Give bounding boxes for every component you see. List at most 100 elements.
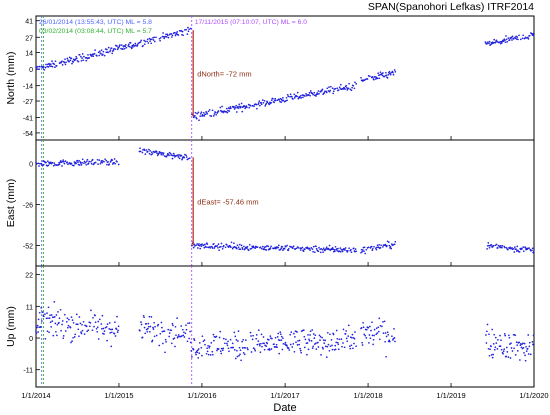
data-point bbox=[88, 160, 91, 163]
data-point bbox=[111, 52, 114, 55]
data-point bbox=[200, 111, 203, 114]
data-point bbox=[315, 245, 317, 248]
data-point bbox=[369, 325, 371, 328]
data-point bbox=[252, 347, 255, 349]
data-point bbox=[78, 316, 81, 318]
data-point bbox=[363, 333, 366, 336]
data-point bbox=[346, 340, 349, 343]
data-point bbox=[368, 342, 370, 344]
data-point bbox=[369, 337, 372, 340]
data-point bbox=[508, 336, 511, 339]
data-point bbox=[227, 340, 229, 343]
data-point bbox=[519, 38, 522, 41]
data-point bbox=[106, 339, 108, 342]
data-point bbox=[263, 342, 265, 345]
data-point bbox=[59, 161, 62, 164]
data-point bbox=[321, 346, 324, 349]
data-point bbox=[277, 332, 280, 335]
data-point bbox=[197, 357, 200, 359]
data-point bbox=[512, 38, 515, 40]
data-point bbox=[104, 158, 106, 161]
data-point bbox=[146, 330, 149, 333]
data-points bbox=[35, 147, 535, 255]
data-point bbox=[299, 249, 302, 251]
data-point bbox=[142, 314, 145, 317]
data-point bbox=[487, 242, 490, 244]
data-point bbox=[344, 333, 347, 335]
data-point bbox=[302, 250, 305, 253]
data-point bbox=[155, 36, 157, 39]
data-point bbox=[326, 345, 329, 348]
data-point bbox=[376, 77, 379, 80]
data-point bbox=[293, 93, 296, 96]
data-point bbox=[389, 73, 392, 76]
data-point bbox=[174, 345, 176, 348]
data-point bbox=[36, 324, 39, 327]
data-point bbox=[112, 49, 115, 51]
data-point bbox=[211, 247, 214, 249]
data-point bbox=[361, 344, 364, 346]
data-point bbox=[265, 345, 268, 347]
data-point bbox=[100, 52, 102, 55]
data-point bbox=[53, 315, 56, 318]
data-point bbox=[141, 336, 144, 339]
data-point bbox=[235, 111, 238, 113]
data-point bbox=[187, 322, 189, 325]
data-point bbox=[366, 78, 369, 80]
data-point bbox=[311, 347, 314, 349]
data-point bbox=[363, 250, 365, 253]
data-point bbox=[97, 163, 99, 165]
data-point bbox=[75, 55, 78, 58]
data-point bbox=[313, 91, 316, 94]
data-point bbox=[35, 161, 37, 163]
data-point bbox=[180, 154, 183, 157]
y-tick-label: 14 bbox=[25, 51, 33, 58]
data-point bbox=[361, 341, 363, 344]
data-point bbox=[193, 339, 196, 341]
data-point bbox=[237, 105, 239, 108]
data-point bbox=[144, 40, 147, 43]
data-point bbox=[494, 346, 497, 349]
data-point bbox=[506, 248, 509, 251]
data-point bbox=[305, 92, 307, 95]
data-point bbox=[516, 245, 519, 248]
data-point bbox=[488, 40, 491, 43]
data-point bbox=[110, 345, 113, 348]
data-point bbox=[334, 348, 337, 351]
data-point bbox=[296, 95, 298, 98]
data-point bbox=[379, 324, 382, 327]
data-point bbox=[69, 326, 72, 329]
data-point bbox=[373, 245, 375, 248]
data-point bbox=[81, 323, 83, 326]
data-point bbox=[235, 247, 238, 250]
data-point bbox=[173, 337, 176, 340]
x-tick-label: 1/1/2014 bbox=[21, 391, 50, 400]
data-point bbox=[260, 333, 263, 336]
data-point bbox=[98, 159, 101, 161]
data-point bbox=[324, 345, 327, 348]
data-point bbox=[208, 109, 211, 111]
data-point bbox=[306, 342, 309, 344]
data-point bbox=[111, 159, 114, 161]
data-point bbox=[309, 94, 311, 97]
data-point bbox=[248, 243, 251, 246]
data-point bbox=[322, 339, 325, 341]
y-tick-label: -54 bbox=[23, 131, 33, 138]
data-point bbox=[312, 245, 315, 248]
data-point bbox=[394, 340, 396, 343]
data-point bbox=[355, 83, 358, 85]
data-point bbox=[146, 38, 149, 41]
data-point bbox=[331, 87, 334, 90]
data-point bbox=[296, 331, 298, 333]
data-point bbox=[519, 344, 522, 347]
data-point bbox=[518, 34, 520, 37]
data-point bbox=[143, 39, 145, 42]
data-point bbox=[105, 326, 108, 328]
data-point bbox=[274, 336, 277, 339]
data-point bbox=[501, 42, 503, 44]
data-point bbox=[172, 324, 174, 327]
data-point bbox=[113, 158, 116, 160]
data-point bbox=[117, 325, 120, 328]
data-point bbox=[361, 249, 364, 251]
data-point bbox=[276, 346, 278, 349]
